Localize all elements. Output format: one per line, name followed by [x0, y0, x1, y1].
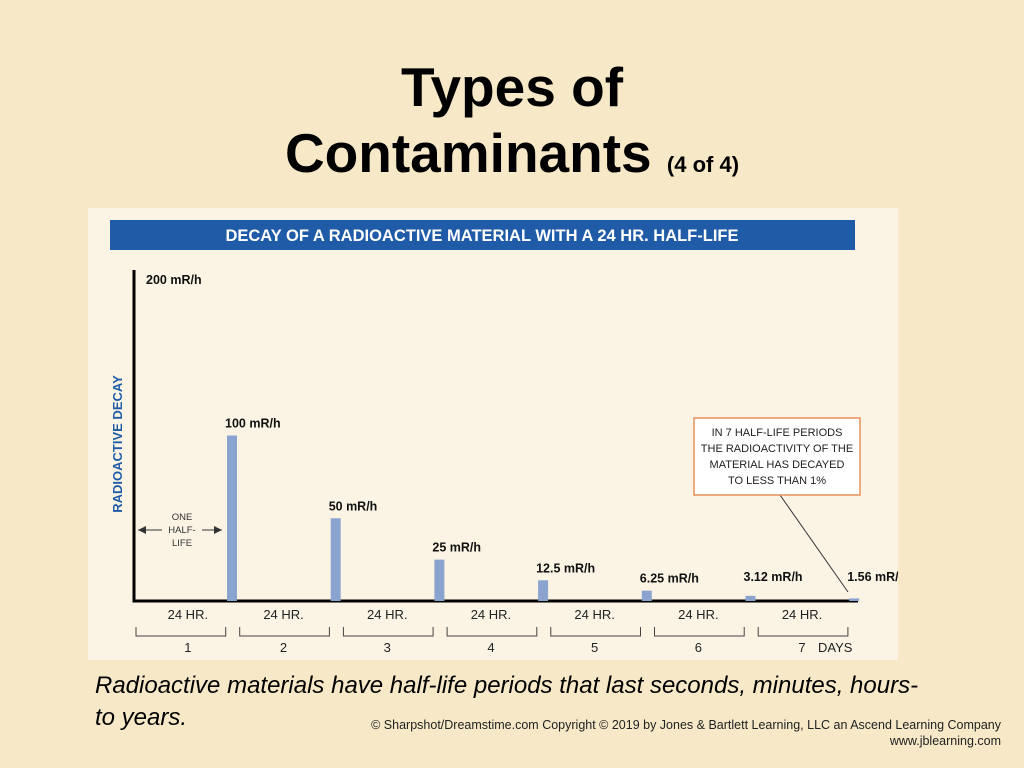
- callout-text: TO LESS THAN 1%: [728, 475, 826, 487]
- period-bracket: [342, 627, 434, 637]
- bar: [849, 598, 860, 601]
- period-bracket: [550, 627, 641, 637]
- callout-text: IN 7 HALF-LIFE PERIODS: [712, 427, 843, 439]
- bar-value-label: 3.12 mR/h: [744, 570, 803, 584]
- decay-chart: DECAY OF A RADIOACTIVE MATERIAL WITH A 2…: [110, 220, 898, 655]
- slide-caption: Radioactive materials have half-life per…: [95, 672, 919, 731]
- chart-title-bar: [110, 220, 855, 250]
- credit-line-2: www.jblearning.com: [889, 734, 1001, 748]
- bar-value-label: 12.5 mR/h: [536, 561, 595, 575]
- bar: [330, 518, 341, 601]
- bar: [538, 580, 549, 601]
- bar: [745, 595, 756, 601]
- period-bracket: [135, 627, 227, 637]
- y-axis-label: RADIOACTIVE DECAY: [110, 375, 125, 513]
- callout-pointer: [779, 494, 849, 593]
- chart-title: DECAY OF A RADIOACTIVE MATERIAL WITH A 2…: [225, 227, 738, 245]
- day-label: 6: [695, 640, 702, 655]
- days-axis-label: DAYS: [818, 640, 853, 655]
- bar: [434, 559, 445, 601]
- callout-box: [693, 417, 861, 496]
- period-label: 24 HR.: [678, 607, 718, 622]
- credit-line-1: © Sharpshot/Dreamstime.com Copyright © 2…: [371, 718, 1001, 732]
- period-label: 24 HR.: [574, 607, 614, 622]
- callout-text: MATERIAL HAS DECAYED: [710, 459, 845, 471]
- period-label: 24 HR.: [168, 607, 208, 622]
- title-main: Contaminants: [284, 122, 652, 184]
- bar-value-label: 100 mR/h: [225, 417, 281, 431]
- period-bracket: [446, 627, 538, 637]
- initial-value-label: 200 mR/h: [146, 273, 202, 287]
- bar: [227, 435, 237, 601]
- period-bracket: [239, 627, 330, 637]
- bar-value-label: 25 mR/h: [432, 541, 481, 555]
- callout-text: THE RADIOACTIVITY OF THE: [701, 443, 853, 455]
- period-label: 24 HR.: [263, 607, 303, 622]
- decay-chart-figure: DECAY OF A RADIOACTIVE MATERIAL WITH A 2…: [88, 208, 898, 660]
- bar-value-label: 6.25 mR/h: [640, 572, 699, 586]
- period-bracket: [757, 627, 849, 637]
- day-label: 7: [798, 640, 805, 655]
- day-label: 5: [591, 640, 598, 655]
- bar: [641, 590, 652, 601]
- title-line-2: Contaminants (4 of 4): [0, 120, 1024, 198]
- period-label: 24 HR.: [367, 607, 407, 622]
- day-label: 3: [384, 640, 391, 655]
- bar-value-label: 50 mR/h: [329, 499, 378, 513]
- day-label: 2: [280, 640, 287, 655]
- period-label: 24 HR.: [471, 607, 511, 622]
- half-life-label: LIFE: [172, 538, 192, 549]
- half-life-label: ONE: [172, 512, 193, 523]
- copyright-credit: © Sharpshot/Dreamstime.com Copyright © 2…: [371, 717, 1001, 749]
- slide-title: Types of Contaminants (4 of 4): [0, 54, 1024, 198]
- title-line-1: Types of: [400, 56, 624, 118]
- period-label: 24 HR.: [782, 607, 822, 622]
- period-bracket: [654, 627, 745, 637]
- half-life-arrow-left: [138, 526, 146, 534]
- title-suffix: (4 of 4): [666, 152, 740, 177]
- half-life-label: HALF-: [168, 525, 195, 536]
- half-life-label-mask: [162, 508, 202, 550]
- half-life-arrow-right: [214, 526, 222, 534]
- day-label: 1: [184, 640, 191, 655]
- bar-value-label: 1.56 mR/h: [847, 570, 898, 584]
- day-label: 4: [487, 640, 494, 655]
